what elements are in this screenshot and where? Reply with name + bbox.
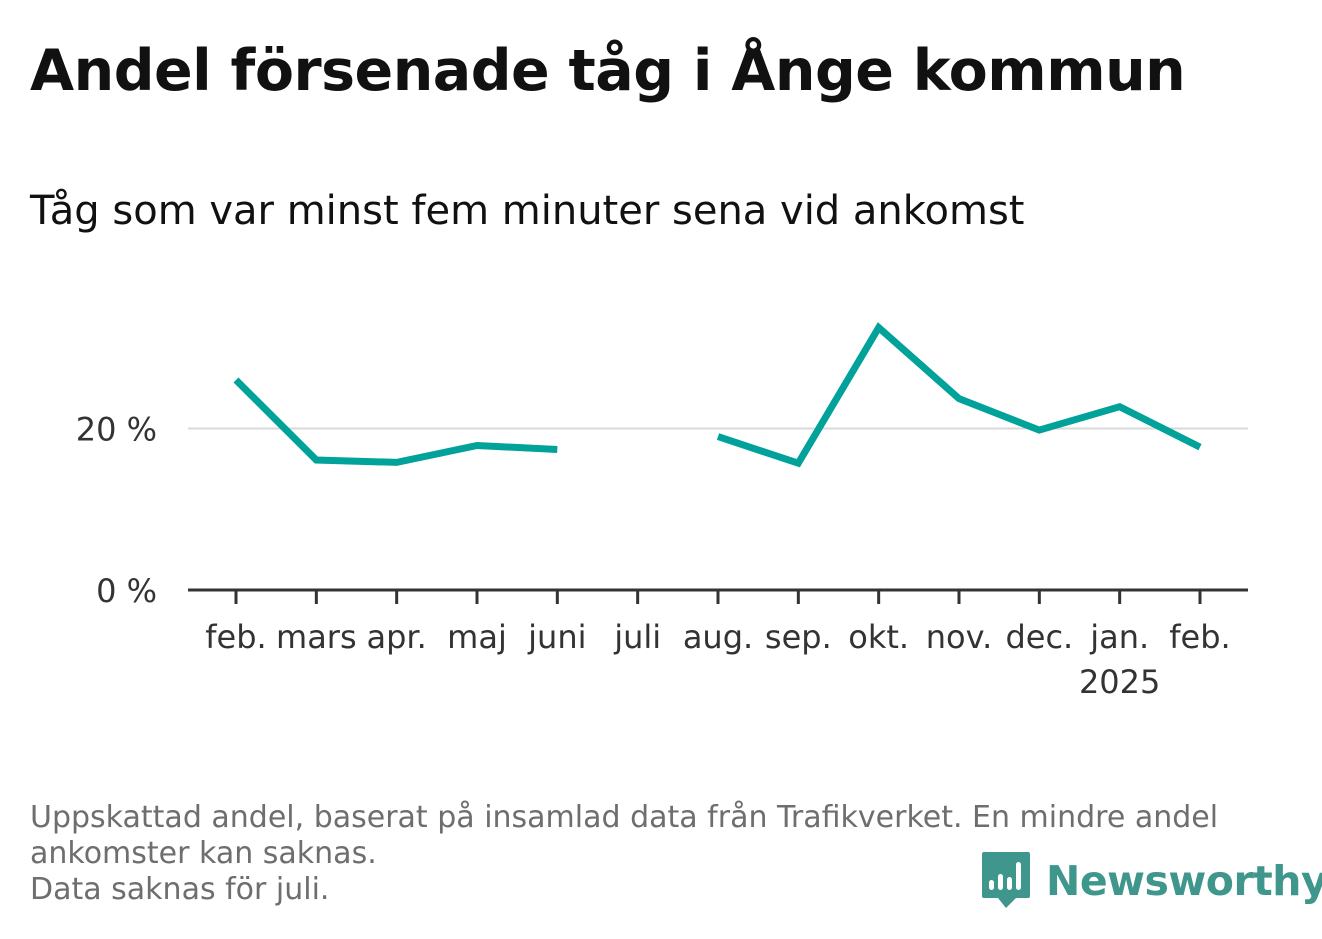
- x-tick-label: maj: [447, 618, 507, 656]
- x-tick-label: feb.: [1169, 618, 1230, 656]
- x-tick-label: dec.: [1005, 618, 1073, 656]
- footnote-line-1: Uppskattad andel, baserat på insamlad da…: [30, 800, 1219, 835]
- bar-chart-speech-bubble-icon: [982, 852, 1030, 908]
- x-tick-label: jan.: [1089, 618, 1149, 656]
- x-tick-label: aug.: [683, 618, 753, 656]
- x-tick-label: sep.: [765, 618, 832, 656]
- footnote: Uppskattad andel, baserat på insamlad da…: [30, 800, 1280, 908]
- brand-name: Newsworthy: [1046, 857, 1322, 905]
- chart-subtitle: Tåg som var minst fem minuter sena vid a…: [30, 188, 1025, 234]
- x-tick-label: apr.: [367, 618, 427, 656]
- chart-title: Andel försenade tåg i Ånge kommun: [30, 38, 1186, 104]
- series-line-segment: [716, 322, 1202, 468]
- series-layer: [233, 322, 1202, 468]
- brand-logo[interactable]: Newsworthy: [980, 850, 1322, 912]
- label-layer: 0 % 20 % feb. mars apr. maj juni juli aug. sep. ok…: [76, 411, 1231, 702]
- x-tick-label: feb.: [205, 618, 266, 656]
- y-tick-label: 0 %: [96, 572, 157, 610]
- x-tick-label: juni: [527, 618, 586, 656]
- series-line-segment: [233, 377, 558, 466]
- axis-layer: [188, 588, 1248, 604]
- footnote-line-3: Data saknas för juli.: [30, 872, 330, 907]
- x-tick-label: okt.: [848, 618, 909, 656]
- y-tick-label: 20 %: [76, 411, 157, 449]
- x-tick-sublabel: 2025: [1079, 663, 1160, 701]
- x-tick-label: mars: [276, 618, 357, 656]
- x-tick-label: nov.: [926, 618, 992, 656]
- x-tick-label: juli: [613, 618, 661, 656]
- footnote-line-2: ankomster kan saknas.: [30, 836, 377, 871]
